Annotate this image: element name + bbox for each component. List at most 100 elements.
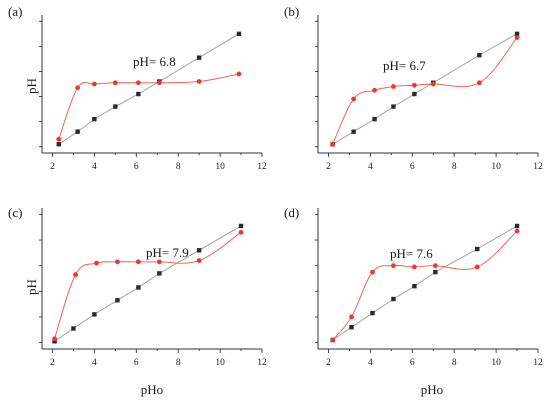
x-tick-label: 8 [176, 162, 181, 172]
series-line-pHo [332, 225, 518, 341]
data-point-pH [112, 80, 118, 86]
series-line-pH [332, 37, 518, 145]
ph-annotation: pH= 7.6 [390, 246, 433, 261]
chart-panel: 2 4 6 8 10 12 (a) pH= 6.8 pH [8, 4, 267, 172]
x-tick-label: 2 [50, 358, 55, 368]
x-tick-label: 10 [215, 162, 225, 172]
y-axis-label: pH [24, 279, 39, 295]
x-tick-label: 6 [134, 162, 139, 172]
data-point-pHo [391, 296, 396, 302]
panel-label: (a) [8, 4, 22, 19]
data-point-pH [349, 314, 354, 320]
data-point-pH [391, 84, 396, 89]
data-point-pH [236, 71, 242, 77]
x-tick-label: 4 [368, 358, 373, 368]
x-tick-label: 2 [326, 358, 331, 368]
series-line-pH [58, 73, 240, 140]
data-point-pHo [351, 129, 356, 134]
chart-panel: 2 4 6 8 10 12 (c) pH= 7.9 pH pHo [8, 205, 267, 397]
x-axis-label: pHo [141, 382, 163, 397]
x-tick-label: 6 [134, 358, 139, 368]
data-point-pH [474, 264, 480, 270]
data-point-pH [238, 229, 244, 235]
data-point-pH [156, 80, 162, 86]
data-point-pH [411, 82, 417, 88]
x-tick-label: 10 [491, 358, 501, 368]
data-point-pH [56, 136, 62, 142]
data-point-pH [73, 272, 78, 278]
data-point-pH [372, 87, 377, 93]
data-point-pHo [236, 31, 242, 37]
data-point-pH [411, 264, 417, 270]
x-tick-label: 2 [326, 162, 331, 172]
data-point-pH [514, 35, 520, 40]
series-line-pH [332, 230, 518, 341]
data-point-pHo [75, 129, 80, 134]
x-tick-label: 10 [215, 358, 225, 368]
data-point-pHo [196, 248, 202, 253]
x-tick-label: 4 [92, 358, 97, 368]
data-point-pHo [56, 142, 61, 147]
data-point-pHo [514, 31, 520, 37]
y-axis-label: pH [24, 78, 39, 94]
data-point-pHo [113, 104, 118, 109]
series-line-pHo [332, 33, 518, 145]
data-point-pH [91, 81, 97, 87]
data-point-pHo [349, 325, 354, 330]
series-line-pHo [58, 33, 240, 145]
x-tick-label: 12 [257, 162, 267, 172]
data-point-pH [196, 79, 202, 84]
data-point-pHo [370, 310, 375, 316]
data-point-pHo [412, 91, 417, 97]
data-point-pH [330, 141, 336, 147]
data-point-pHo [477, 52, 482, 58]
chart-panel: 2 4 6 8 10 12 (d) pH= 7.6 pHo [284, 205, 543, 397]
data-point-pHo [92, 116, 97, 122]
data-point-pHo [196, 55, 202, 60]
data-point-pHo [433, 269, 438, 275]
data-point-pH [351, 96, 357, 102]
data-point-pH [432, 263, 438, 269]
data-point-pHo [238, 223, 244, 229]
data-point-pHo [52, 339, 57, 344]
x-tick-label: 8 [452, 162, 457, 172]
x-axis-label: pHo [421, 382, 443, 397]
data-point-pH [370, 269, 375, 275]
ph-annotation: pH= 6.7 [383, 58, 426, 73]
data-point-pH [476, 80, 482, 86]
data-point-pH [94, 260, 99, 266]
x-tick-label: 12 [533, 358, 543, 368]
data-point-pH [330, 337, 336, 343]
panel-label: (b) [284, 4, 299, 19]
data-point-pH [430, 81, 436, 87]
series-line-pHo [54, 225, 242, 342]
data-point-pH [391, 263, 396, 269]
data-point-pH [75, 85, 81, 91]
x-tick-label: 8 [452, 358, 457, 368]
panel-label: (c) [8, 205, 22, 220]
x-tick-label: 4 [368, 162, 373, 172]
data-point-pHo [92, 312, 97, 317]
data-point-pH [514, 228, 520, 234]
data-point-pHo [372, 116, 377, 122]
data-point-pH [135, 259, 141, 265]
x-tick-label: 6 [410, 162, 415, 172]
data-point-pHo [115, 298, 120, 303]
ph-annotation: pH= 7.9 [146, 245, 189, 260]
ph-annotation: pH= 6.8 [133, 54, 176, 69]
data-point-pHo [412, 283, 417, 289]
data-point-pHo [391, 104, 396, 109]
data-point-pHo [157, 271, 162, 276]
data-point-pHo [514, 223, 520, 229]
data-point-pHo [136, 91, 141, 97]
data-point-pHo [475, 246, 480, 252]
x-tick-label: 2 [50, 162, 55, 172]
x-tick-label: 12 [533, 162, 543, 172]
data-point-pH [135, 80, 141, 86]
x-tick-label: 6 [410, 358, 415, 368]
x-tick-label: 10 [491, 162, 501, 172]
data-point-pHo [71, 326, 76, 331]
data-point-pH [196, 258, 202, 263]
x-tick-label: 8 [176, 358, 181, 368]
